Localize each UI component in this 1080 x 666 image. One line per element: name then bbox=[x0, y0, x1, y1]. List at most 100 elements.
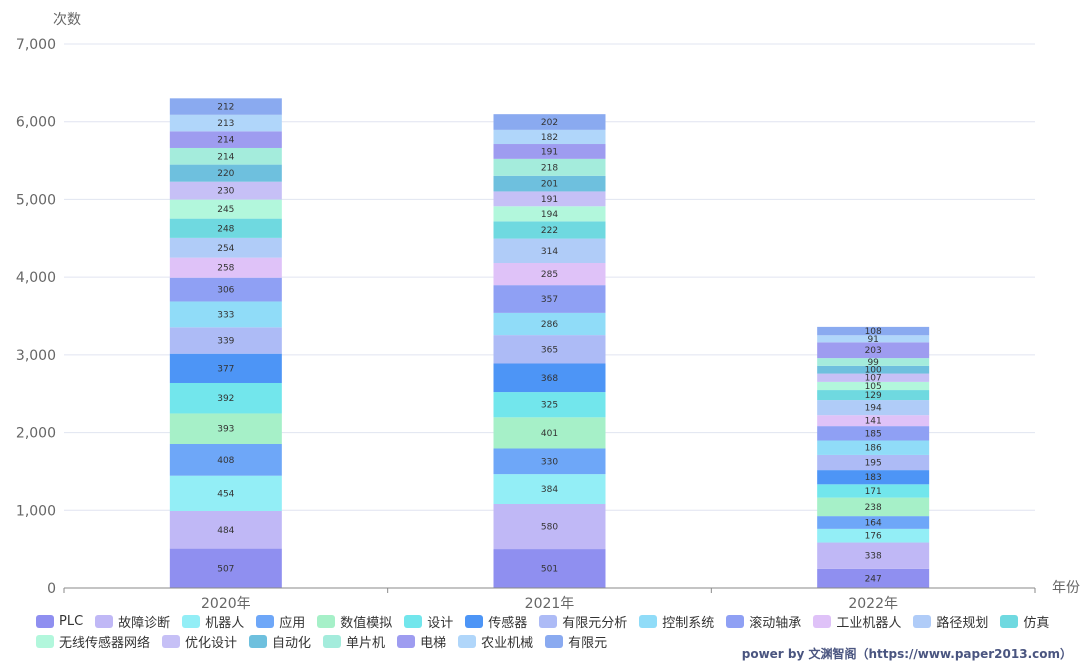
bar-segment[interactable] bbox=[817, 415, 930, 427]
bar-segment[interactable] bbox=[169, 548, 282, 588]
bar-segment[interactable] bbox=[169, 413, 282, 444]
bar-segment[interactable] bbox=[817, 497, 930, 517]
bar-segment[interactable] bbox=[493, 363, 606, 393]
bar-segment[interactable] bbox=[817, 516, 930, 529]
bar-segment[interactable] bbox=[817, 326, 930, 336]
legend-item[interactable]: 电梯 bbox=[397, 634, 446, 651]
data-label: 392 bbox=[217, 394, 234, 404]
bar-segment[interactable] bbox=[493, 335, 606, 364]
bar-segment[interactable] bbox=[169, 114, 282, 132]
data-label: 164 bbox=[865, 518, 882, 528]
bar-segment[interactable] bbox=[493, 392, 606, 418]
data-label: 484 bbox=[217, 526, 234, 536]
data-label: 183 bbox=[865, 473, 882, 483]
legend-item[interactable]: 数值模拟 bbox=[317, 614, 392, 631]
data-label: 325 bbox=[541, 401, 558, 411]
bar-segment[interactable] bbox=[169, 98, 282, 115]
bar-segment[interactable] bbox=[493, 191, 606, 207]
data-label: 377 bbox=[217, 364, 234, 374]
data-label: 285 bbox=[541, 270, 558, 280]
legend-item[interactable]: 有限元 bbox=[545, 634, 607, 651]
bar-segment[interactable] bbox=[817, 542, 930, 569]
bar-segment[interactable] bbox=[493, 175, 606, 192]
bar-segment[interactable] bbox=[817, 440, 930, 455]
bar-segment[interactable] bbox=[493, 417, 606, 449]
legend-item[interactable]: 仿真 bbox=[1000, 614, 1049, 631]
bar-segment[interactable] bbox=[493, 221, 606, 239]
y-tick-label: 2,000 bbox=[16, 426, 56, 442]
legend-item[interactable]: 应用 bbox=[256, 614, 305, 631]
bar-segment[interactable] bbox=[169, 443, 282, 476]
bar-segment[interactable] bbox=[817, 381, 930, 391]
data-label: 254 bbox=[217, 244, 234, 254]
data-label: 100 bbox=[865, 366, 882, 376]
bar-segment[interactable] bbox=[169, 301, 282, 328]
legend-item[interactable]: 农业机械 bbox=[458, 634, 533, 651]
bar-segment[interactable] bbox=[817, 358, 930, 366]
legend-swatch bbox=[1000, 614, 1019, 628]
bar-segment[interactable] bbox=[169, 218, 282, 238]
legend-item[interactable]: 机器人 bbox=[182, 614, 245, 631]
legend-item[interactable]: PLC bbox=[36, 614, 83, 629]
legend-item[interactable]: 优化设计 bbox=[162, 634, 237, 651]
bar-segment[interactable] bbox=[493, 238, 606, 263]
legend-item[interactable]: 设计 bbox=[404, 614, 453, 631]
data-label: 191 bbox=[541, 195, 558, 205]
bar-segment[interactable] bbox=[169, 181, 282, 200]
bar-segment[interactable] bbox=[817, 426, 930, 441]
legend-label: 机器人 bbox=[205, 615, 245, 631]
bar-segment[interactable] bbox=[169, 277, 282, 302]
data-label: 182 bbox=[541, 133, 558, 143]
bar-segment[interactable] bbox=[817, 342, 930, 359]
bar-segment[interactable] bbox=[493, 474, 606, 504]
bar-segment[interactable] bbox=[169, 353, 282, 383]
legend-item[interactable]: 无线传感器网络 bbox=[36, 634, 150, 651]
legend-item[interactable]: 传感器 bbox=[465, 614, 527, 631]
bar-segment[interactable] bbox=[169, 164, 282, 182]
bar-segment[interactable] bbox=[817, 335, 930, 343]
x-tick-label: 2021年 bbox=[525, 596, 575, 612]
legend-item[interactable]: 控制系统 bbox=[639, 614, 714, 631]
bar-segment[interactable] bbox=[817, 400, 930, 416]
bar-segment[interactable] bbox=[493, 262, 606, 286]
legend-item[interactable]: 自动化 bbox=[249, 634, 311, 651]
bar-segment[interactable] bbox=[493, 312, 606, 336]
bar-segment[interactable] bbox=[169, 475, 282, 511]
bar-segment[interactable] bbox=[169, 237, 282, 258]
legend-item[interactable]: 工业机器人 bbox=[813, 614, 901, 631]
bar-segment[interactable] bbox=[169, 327, 282, 354]
bar-segment[interactable] bbox=[493, 129, 606, 145]
y-tick-label: 6,000 bbox=[16, 115, 56, 131]
legend-item[interactable]: 路径规划 bbox=[913, 614, 988, 631]
bar-segment[interactable] bbox=[493, 206, 606, 222]
bar-segment[interactable] bbox=[169, 510, 282, 549]
bar-segment[interactable] bbox=[817, 528, 930, 543]
bar-segment[interactable] bbox=[169, 131, 282, 148]
legend-item[interactable]: 故障诊断 bbox=[95, 614, 170, 631]
bar-segment[interactable] bbox=[493, 285, 606, 313]
y-tick-label: 3,000 bbox=[16, 348, 56, 364]
bar-segment[interactable] bbox=[493, 114, 606, 130]
legend-swatch bbox=[545, 634, 564, 648]
bar-segment[interactable] bbox=[817, 454, 930, 471]
bar-segment[interactable] bbox=[493, 158, 606, 176]
bar-segment[interactable] bbox=[169, 382, 282, 414]
bar-segment[interactable] bbox=[493, 503, 606, 550]
bar-segment[interactable] bbox=[493, 448, 606, 475]
bar-segment[interactable] bbox=[817, 373, 930, 382]
bar-segment[interactable] bbox=[817, 390, 930, 401]
legend-item[interactable]: 滚动轴承 bbox=[726, 614, 801, 631]
bar-segment[interactable] bbox=[817, 470, 930, 485]
bar-segment[interactable] bbox=[817, 568, 930, 588]
legend-swatch bbox=[162, 634, 181, 648]
bar-segment[interactable] bbox=[493, 144, 606, 159]
data-label: 202 bbox=[541, 118, 558, 128]
bar-segment[interactable] bbox=[817, 484, 930, 498]
legend-item[interactable]: 单片机 bbox=[323, 634, 385, 651]
bar-segment[interactable] bbox=[169, 199, 282, 219]
legend-item[interactable]: 有限元分析 bbox=[539, 614, 627, 631]
bar-segment[interactable] bbox=[169, 147, 282, 165]
bar-segment[interactable] bbox=[817, 365, 930, 374]
bar-segment[interactable] bbox=[493, 549, 606, 588]
bar-segment[interactable] bbox=[169, 257, 282, 278]
